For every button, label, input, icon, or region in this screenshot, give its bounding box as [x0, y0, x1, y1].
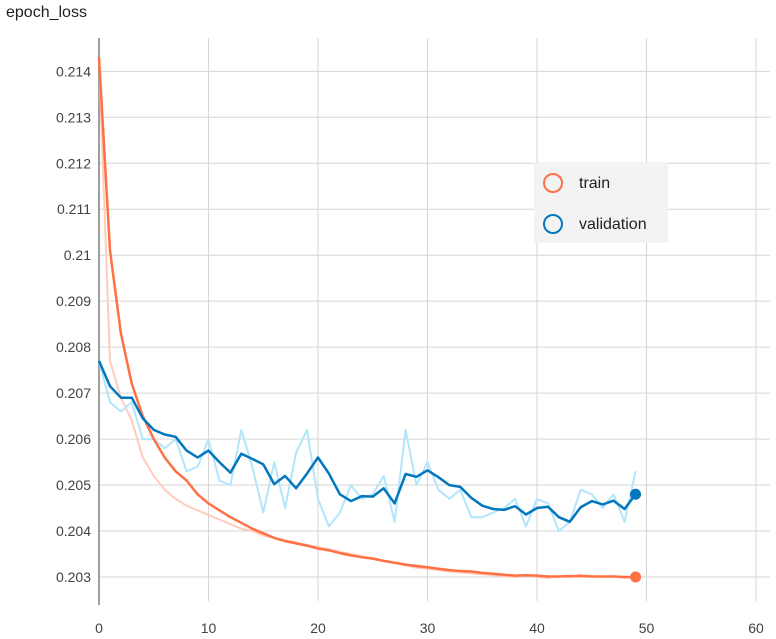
- y-tick-label: 0.206: [56, 431, 91, 447]
- y-tick-label: 0.214: [56, 63, 91, 79]
- legend[interactable]: train validation: [534, 163, 668, 243]
- x-tick-label: 10: [201, 620, 217, 636]
- x-tick-label: 0: [95, 620, 103, 636]
- validation-last-point[interactable]: [630, 488, 642, 500]
- validation-smoothed-line[interactable]: [97, 360, 637, 524]
- y-tick-label: 0.211: [57, 201, 91, 217]
- y-tick-label: 0.203: [56, 569, 91, 585]
- y-tick-label: 0.208: [56, 339, 91, 355]
- legend-item-validation[interactable]: validation: [543, 214, 647, 234]
- train-last-point[interactable]: [630, 571, 642, 583]
- grid-lines: [99, 38, 770, 601]
- legend-marker-validation: [543, 214, 563, 234]
- train-raw-line: [98, 57, 636, 579]
- x-tick-label: 20: [310, 620, 326, 636]
- y-tick-label: 0.207: [56, 385, 91, 401]
- y-tick-label: 0.205: [56, 477, 91, 493]
- x-tick-label: 50: [639, 620, 655, 636]
- x-tick-label: 60: [748, 620, 764, 636]
- y-tick-label: 0.209: [56, 293, 91, 309]
- legend-label-train: train: [579, 175, 610, 192]
- chart-title: epoch_loss: [6, 4, 87, 21]
- legend-item-train[interactable]: train: [543, 173, 610, 193]
- y-tick-label: 0.204: [56, 523, 91, 539]
- series-lines: [97, 57, 642, 583]
- x-tick-label: 40: [529, 620, 545, 636]
- y-tick-label: 0.212: [56, 155, 91, 171]
- validation-raw-line: [98, 360, 637, 532]
- legend-label-validation: validation: [579, 216, 647, 233]
- legend-box: [534, 163, 668, 243]
- train-smoothed-line[interactable]: [97, 57, 636, 579]
- legend-marker-train: [543, 173, 563, 193]
- x-tick-label: 30: [420, 620, 436, 636]
- axes: 0.203 0.204 0.205 0.206 0.207 0.208 0.209 0.21 0…: [56, 38, 764, 636]
- y-tick-label: 0.213: [56, 109, 91, 125]
- y-tick-label: 0.21: [64, 247, 91, 263]
